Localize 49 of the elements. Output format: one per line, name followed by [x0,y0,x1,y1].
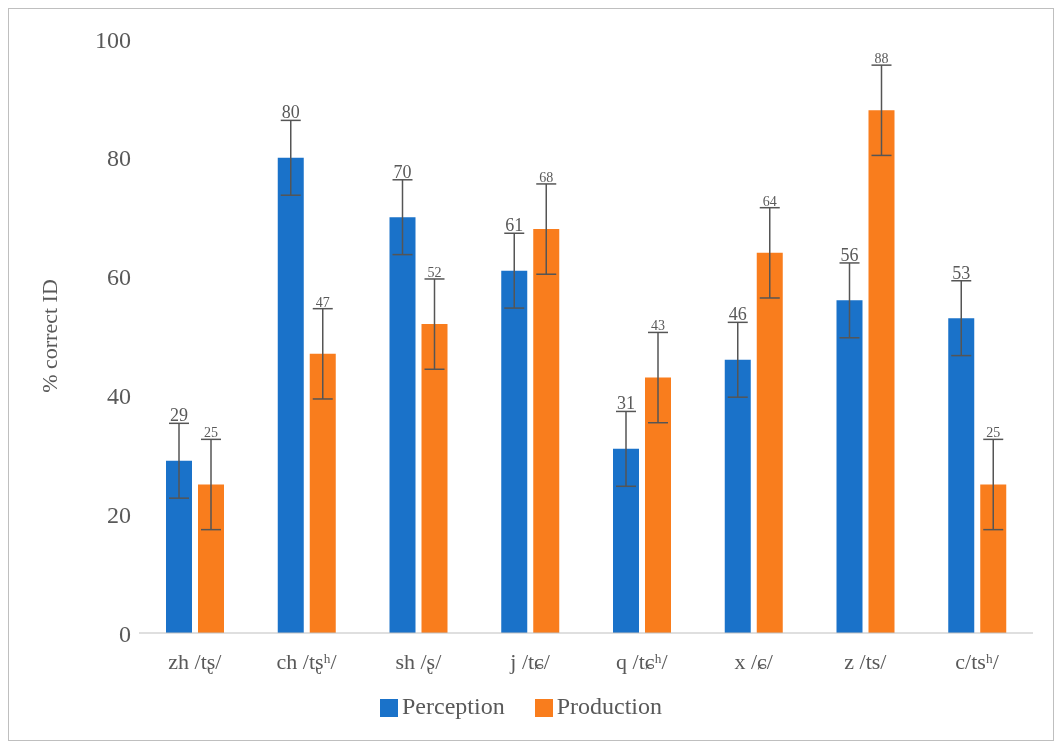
bar [198,484,224,633]
data-label: 52 [427,264,442,280]
y-tick-label: 60 [107,264,131,291]
data-label: 61 [505,215,524,236]
y-tick-label: 40 [107,382,131,409]
data-label: 43 [651,318,665,334]
y-tick-label: 20 [107,501,131,528]
bar [421,324,448,633]
y-tick-label: 0 [119,620,131,647]
data-label: 64 [762,193,777,209]
bar [277,157,304,633]
legend-label: Production [556,693,662,719]
data-label: 25 [986,425,1001,441]
data-label: 68 [539,169,554,185]
bar [980,484,1007,633]
x-tick-label: j /tɕ/ [509,648,551,674]
legend-label: Perception [402,693,505,719]
bar [724,359,751,633]
data-label: 29 [170,405,188,426]
data-label: 47 [315,294,330,310]
x-tick-label: zh /tʂ/ [168,648,223,674]
bar [948,318,975,633]
bar [501,270,528,633]
bar [166,460,192,633]
data-label: 31 [617,393,635,414]
bar [645,377,671,633]
bar [613,448,639,633]
bar [533,229,560,633]
x-tick-label: q /tɕʰ/ [616,648,669,674]
bar [389,217,416,633]
data-label: 88 [874,51,889,67]
data-label: 46 [728,304,747,325]
x-tick-label: sh /ʂ/ [395,648,443,674]
y-tick-label: 80 [107,145,131,172]
data-label: 25 [204,425,218,441]
x-tick-label: x /ɕ/ [734,648,774,674]
x-tick-label: c/tsʰ/ [955,648,1000,674]
y-tick-label: 100 [95,26,131,53]
bar [309,353,336,633]
y-axis-title: % correct ID [36,279,62,393]
data-label: 70 [393,161,412,182]
bar [756,252,783,633]
bar [836,300,863,633]
data-label: 56 [840,244,859,265]
x-tick-label: z /ts/ [844,648,888,674]
x-tick-label: ch /tʂʰ/ [276,648,338,674]
bar [868,110,895,633]
data-label: 53 [952,262,971,283]
data-label: 80 [281,102,300,123]
